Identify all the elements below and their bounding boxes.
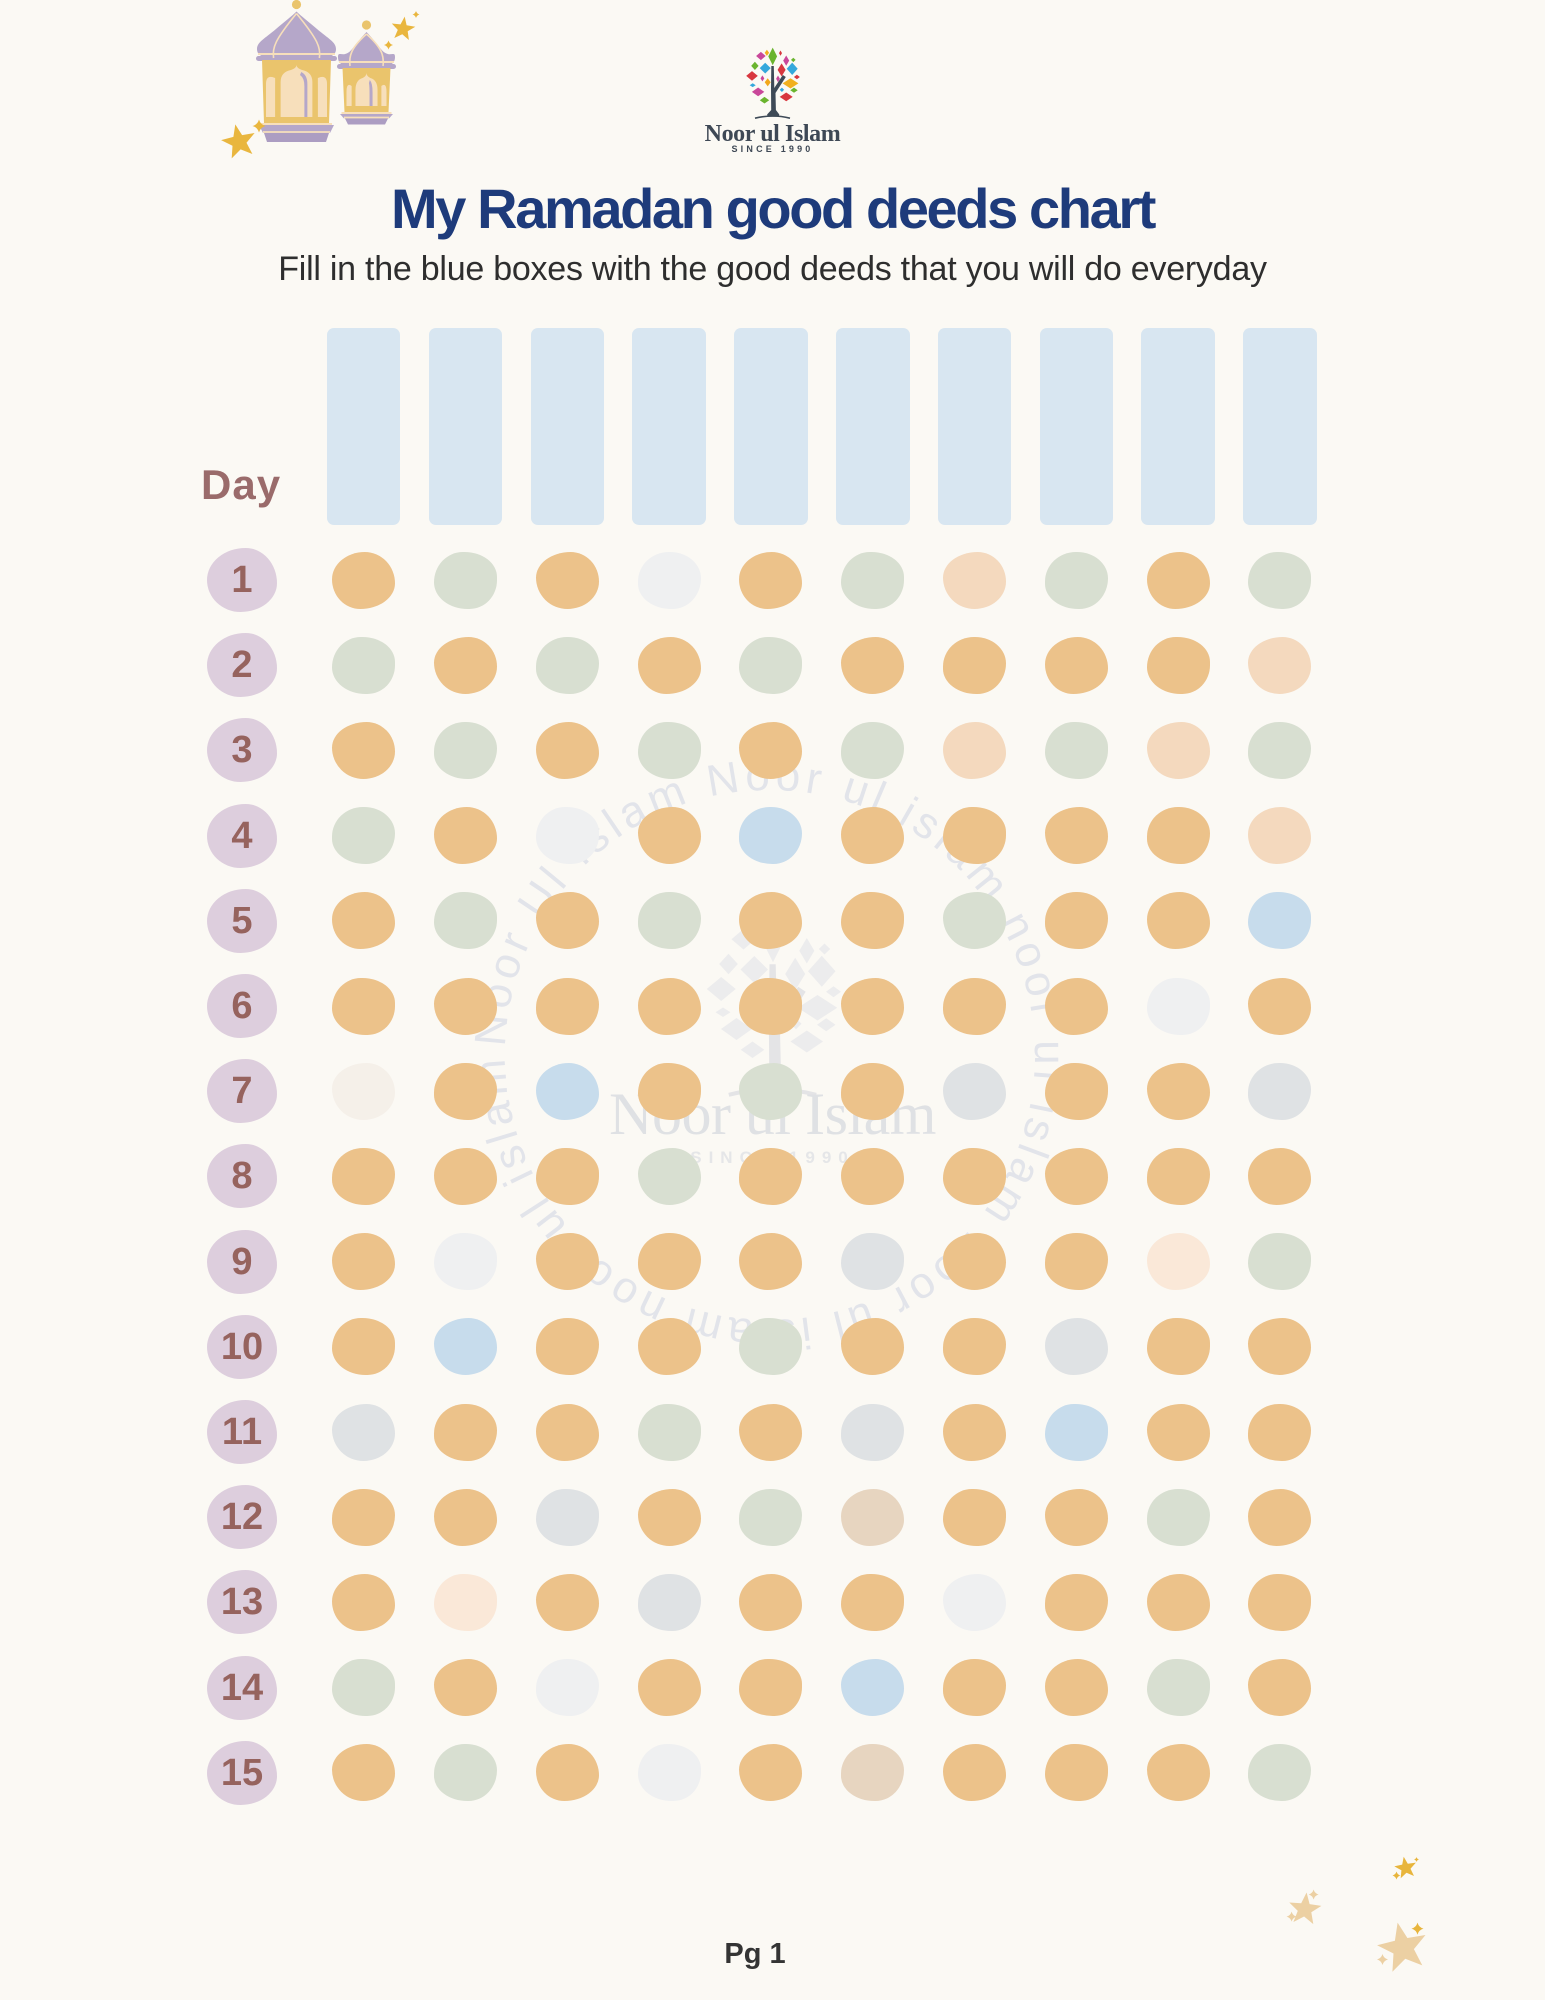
- svg-text:Noor ul Islam: Noor ul Islam: [705, 121, 841, 147]
- svg-text:SINCE 1990: SINCE 1990: [731, 144, 813, 154]
